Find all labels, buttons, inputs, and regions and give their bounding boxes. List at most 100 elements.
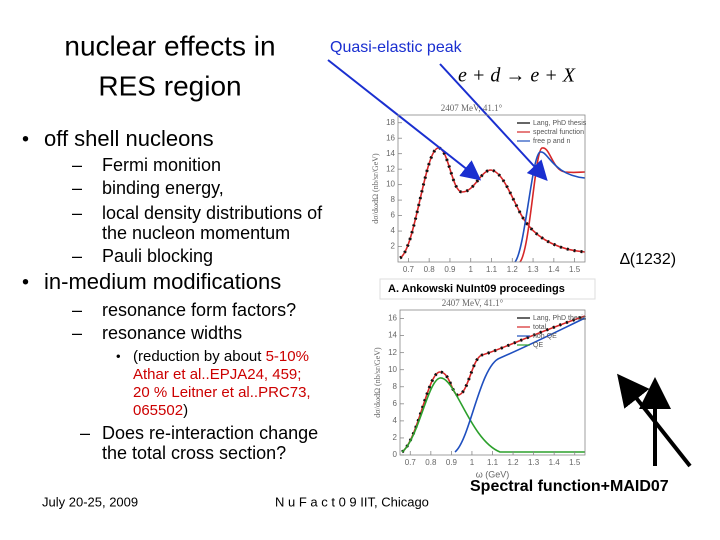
note-line: 20 % Leitner et al..PRC73, — [133, 384, 311, 401]
curve — [400, 314, 586, 454]
curve — [401, 377, 585, 453]
small-dot: • — [116, 348, 121, 363]
x-tick-label: 1.3 — [527, 265, 539, 274]
plot-xlabel: ω (GeV) — [476, 469, 510, 479]
note-part: 20 % Leitner et al..PRC73, — [133, 384, 311, 401]
y-tick-label: 12 — [386, 164, 395, 173]
y-tick-label: 6 — [391, 211, 396, 220]
note-part: 065502 — [133, 402, 183, 419]
plot-header: 2407 MeV, 41.1° — [441, 103, 503, 113]
note-part: ) — [183, 402, 188, 419]
curve — [398, 146, 586, 260]
source-box — [379, 278, 596, 300]
title-line: RES region — [98, 70, 241, 101]
x-tick-label: 1.1 — [487, 458, 499, 467]
note-part: (reduction by about — [133, 348, 266, 365]
y-tick-label: 4 — [393, 416, 398, 425]
y-tick-label: 2 — [391, 242, 396, 251]
sub-bullet: resonance widths — [102, 323, 242, 343]
dash: – — [72, 300, 82, 320]
x-tick-label: 1.5 — [569, 458, 581, 467]
source: A. Ankowski NuInt09 proceedings — [388, 283, 565, 295]
note-line: Athar et al..EPJA24, 459; — [133, 366, 301, 383]
bullet-dot: • — [22, 271, 29, 293]
sub-bullet: Pauli blocking — [102, 246, 213, 266]
note-part: Athar et al..EPJA24, 459; — [133, 366, 301, 383]
question: the total cross section? — [102, 443, 286, 463]
plot-ylabel: dσ/dωdΩ (nb/sr/GeV) — [371, 153, 380, 224]
x-tick-label: 0.8 — [424, 265, 436, 274]
plot-header: 2407 MeV, 41.1° — [442, 298, 504, 308]
note-line: 065502) — [133, 402, 188, 419]
x-tick-label: 1.3 — [528, 458, 540, 467]
bullet-dot: • — [22, 128, 29, 150]
delta-label: ∆(1232) — [620, 251, 676, 268]
y-tick-label: 4 — [391, 226, 396, 235]
sub-bullet: binding energy, — [102, 178, 224, 198]
y-tick-label: 8 — [391, 195, 396, 204]
legend-label: spectral function — [533, 129, 584, 136]
curve — [519, 147, 586, 263]
y-tick-label: 6 — [393, 399, 398, 408]
legend-label: total — [533, 324, 547, 331]
arrow — [327, 59, 482, 181]
x-tick-label: 1.4 — [548, 265, 560, 274]
footer-date: July 20-25, 2009 — [42, 494, 138, 509]
x-tick-label: 1 — [468, 265, 473, 274]
curve — [454, 317, 586, 453]
y-tick-label: 12 — [388, 348, 397, 357]
x-tick-label: 0.9 — [444, 265, 456, 274]
y-tick-label: 16 — [388, 314, 397, 323]
legend-label: QE — [533, 342, 543, 349]
x-tick-label: 0.8 — [425, 458, 437, 467]
formula: e + d → e + X — [458, 65, 576, 87]
bullet: off shell nucleons — [44, 126, 214, 151]
x-tick-label: 1.2 — [507, 265, 519, 274]
legend-label: non QE — [533, 333, 557, 340]
dash: – — [80, 423, 90, 443]
dash: – — [72, 246, 82, 266]
y-tick-label: 16 — [386, 133, 395, 142]
sub-bullet: local density distributions of — [102, 203, 323, 223]
caption: Spectral function+MAID07 — [470, 478, 669, 495]
dash: – — [72, 155, 82, 175]
y-tick-label: 8 — [393, 382, 398, 391]
y-tick-label: 14 — [388, 331, 397, 340]
annotation: Quasi-elastic peak — [330, 39, 463, 56]
x-tick-label: 0.9 — [446, 458, 458, 467]
x-tick-label: 1 — [470, 458, 475, 467]
title-line: nuclear effects in — [64, 30, 275, 61]
y-tick-label: 10 — [388, 365, 397, 374]
y-tick-label: 10 — [386, 180, 395, 189]
legend-label: Lang, PhD thesis — [533, 120, 587, 127]
x-tick-label: 1.5 — [569, 265, 581, 274]
curve — [514, 151, 586, 263]
footer-event: N u F a c t 0 9 IIT, Chicago — [275, 494, 429, 509]
note-line: (reduction by about 5-10% — [133, 348, 309, 365]
sub-bullet: Fermi monition — [102, 155, 221, 175]
sub-bullet: the nucleon momentum — [102, 223, 290, 243]
y-tick-label: 14 — [386, 149, 395, 158]
bullet: in-medium modifications — [44, 269, 281, 294]
legend-label: free p and n — [533, 138, 570, 145]
dash: – — [72, 178, 82, 198]
y-tick-label: 18 — [386, 118, 395, 127]
y-tick-label: 0 — [393, 450, 398, 459]
note-part: 5-10% — [266, 348, 309, 365]
plot-ylabel: dσ/dωdΩ (nb/sr/GeV) — [373, 347, 382, 418]
x-tick-label: 1.1 — [486, 265, 498, 274]
sub-bullet: resonance form factors? — [102, 300, 296, 320]
y-tick-label: 2 — [393, 433, 398, 442]
x-tick-label: 1.2 — [507, 458, 519, 467]
x-tick-label: 0.7 — [403, 265, 415, 274]
dash: – — [72, 323, 82, 343]
x-tick-label: 0.7 — [405, 458, 417, 467]
arrow — [439, 63, 548, 181]
dash: – — [72, 203, 82, 223]
question: Does re-interaction change — [102, 423, 318, 443]
plot-curves — [398, 146, 586, 454]
x-tick-label: 1.4 — [549, 458, 561, 467]
legend-label: Lang, PhD thesis — [533, 315, 587, 322]
